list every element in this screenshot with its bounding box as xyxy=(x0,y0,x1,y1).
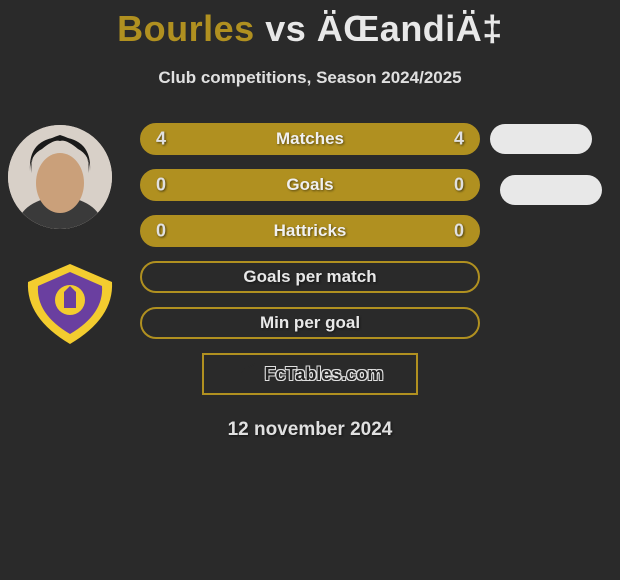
stat-label: Hattricks xyxy=(274,221,347,241)
avatar-icon xyxy=(8,125,112,229)
stat-row-goals-per-match: Goals per match xyxy=(140,261,480,293)
right-pill xyxy=(500,175,602,205)
brand-inner: FcTables.com xyxy=(237,363,384,385)
stat-left-value: 0 xyxy=(156,221,166,242)
player-right-name: ÄŒandiÄ‡ xyxy=(317,8,503,49)
stat-left-value: 4 xyxy=(156,129,166,150)
comparison-card: Bourles vs ÄŒandiÄ‡ Club competitions, S… xyxy=(0,0,620,580)
player-left-name: Bourles xyxy=(117,8,255,49)
bar-chart-icon xyxy=(237,363,259,385)
right-pill xyxy=(490,124,592,154)
stat-row-min-per-goal: Min per goal xyxy=(140,307,480,339)
subtitle: Club competitions, Season 2024/2025 xyxy=(0,68,620,88)
shield-icon xyxy=(18,258,122,348)
stat-left-value: 0 xyxy=(156,175,166,196)
club-badge xyxy=(18,258,122,348)
stat-right-value: 0 xyxy=(454,221,464,242)
stat-right-value: 0 xyxy=(454,175,464,196)
stat-row-matches: 4 Matches 4 xyxy=(140,123,480,155)
stat-row-hattricks: 0 Hattricks 0 xyxy=(140,215,480,247)
stat-row-goals: 0 Goals 0 xyxy=(140,169,480,201)
stat-right-value: 4 xyxy=(454,129,464,150)
vs-text: vs xyxy=(265,8,306,49)
stat-label: Min per goal xyxy=(260,313,360,333)
player-photo xyxy=(8,125,112,229)
brand-text: FcTables.com xyxy=(265,364,384,385)
stat-label: Matches xyxy=(276,129,344,149)
page-title: Bourles vs ÄŒandiÄ‡ xyxy=(0,0,620,50)
brand-box: FcTables.com xyxy=(202,353,418,395)
stat-label: Goals xyxy=(286,175,333,195)
date-text: 12 november 2024 xyxy=(0,419,620,441)
stat-label: Goals per match xyxy=(243,267,376,287)
